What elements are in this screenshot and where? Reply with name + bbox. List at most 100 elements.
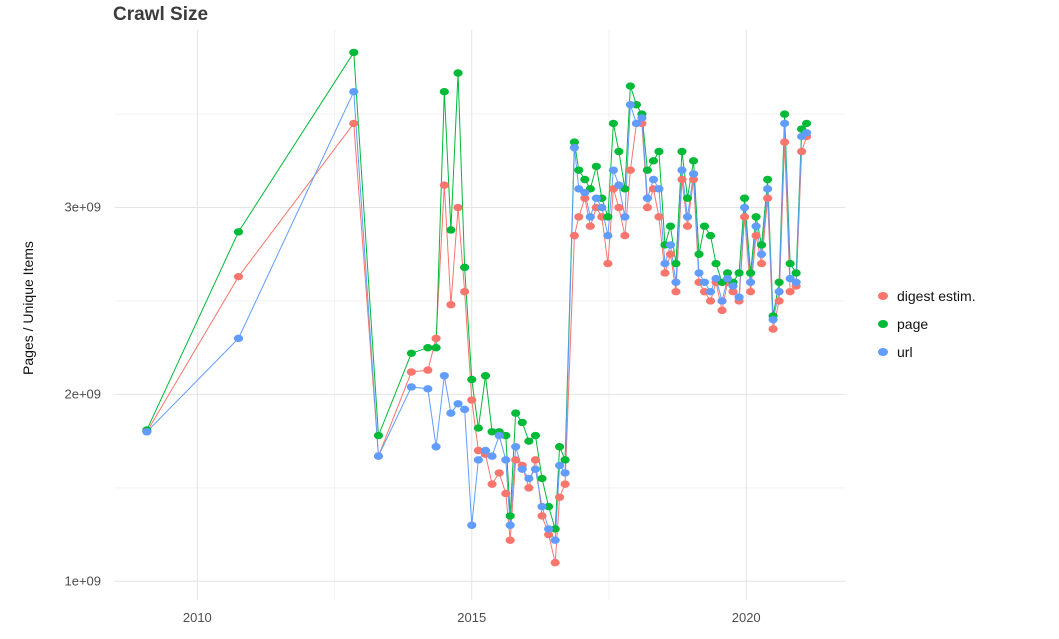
data-point-page — [745, 269, 756, 277]
data-point-page — [677, 147, 687, 156]
data-point-digest-estim- — [446, 301, 456, 309]
data-point-page — [480, 372, 491, 380]
data-point-page — [439, 87, 449, 96]
data-point-url — [620, 213, 630, 221]
data-point-url — [550, 536, 560, 544]
data-point-page — [705, 231, 716, 240]
data-point-digest-estim- — [665, 250, 676, 258]
data-point-digest-estim- — [406, 368, 416, 376]
data-point-url — [487, 452, 497, 460]
data-point-url — [423, 385, 433, 393]
data-point-url — [711, 274, 721, 283]
data-point-url — [631, 119, 642, 128]
data-point-page — [431, 344, 441, 352]
data-point-url — [494, 431, 504, 440]
data-point-digest-estim- — [569, 231, 580, 240]
data-point-page — [467, 375, 477, 384]
data-point-url — [625, 101, 635, 109]
legend-item-digest-estim[interactable]: digest estim. — [878, 288, 976, 304]
data-point-page — [580, 175, 590, 184]
legend-label-url: url — [897, 344, 913, 360]
data-point-page — [711, 259, 721, 268]
data-point-digest-estim- — [682, 222, 693, 230]
data-point-url — [642, 194, 653, 202]
data-point-page — [550, 525, 560, 533]
series-line-digest-estim- — [146, 122, 808, 563]
data-point-digest-estim- — [625, 166, 635, 174]
data-point-url — [780, 119, 790, 128]
data-point-url — [608, 166, 618, 174]
data-point-digest-estim- — [739, 213, 750, 221]
data-point-digest-estim- — [467, 396, 477, 404]
data-point-page — [763, 175, 773, 184]
data-point-page — [671, 259, 681, 268]
data-point-url — [694, 269, 704, 277]
data-point-url — [665, 241, 676, 249]
data-point-url — [505, 521, 515, 529]
data-point-url — [648, 175, 659, 184]
data-point-page — [569, 138, 580, 146]
data-point-page — [517, 418, 527, 427]
data-point-digest-estim- — [642, 203, 653, 212]
data-point-digest-estim- — [544, 530, 554, 539]
data-point-page — [349, 48, 359, 57]
data-point-digest-estim- — [501, 489, 511, 498]
data-point-digest-estim- — [473, 446, 483, 455]
data-point-digest-estim- — [705, 297, 716, 305]
data-point-url — [554, 461, 565, 470]
data-point-page — [446, 226, 456, 234]
data-point-page — [625, 82, 635, 90]
data-point-url — [717, 297, 727, 305]
data-point-digest-estim- — [780, 138, 790, 146]
series-line-url — [146, 91, 807, 542]
data-point-url — [460, 405, 470, 414]
data-point-page — [688, 157, 699, 165]
data-point-page — [780, 110, 790, 118]
data-point-page — [699, 222, 710, 230]
data-point-url — [677, 166, 687, 174]
data-point-digest-estim- — [654, 213, 664, 221]
y-tick-label: 1e+09 — [64, 573, 101, 588]
legend-item-page[interactable]: page — [878, 316, 976, 332]
legend-key-page-icon — [878, 320, 888, 328]
data-point-page — [694, 250, 704, 258]
data-point-page — [665, 222, 676, 230]
data-point-url — [745, 278, 756, 286]
data-point-page — [734, 269, 744, 277]
data-point-digest-estim- — [745, 287, 756, 296]
data-point-page — [544, 502, 554, 511]
data-point-page — [501, 431, 511, 440]
data-point-digest-estim- — [671, 287, 681, 296]
data-point-digest-estim- — [574, 213, 584, 221]
data-point-url — [637, 114, 647, 122]
data-point-url — [453, 400, 463, 408]
data-point-digest-estim- — [763, 194, 773, 202]
data-point-page — [756, 241, 767, 249]
legend-label-page: page — [897, 316, 929, 332]
data-point-digest-estim- — [530, 456, 541, 464]
data-point-digest-estim- — [580, 194, 590, 202]
legend-item-url[interactable]: url — [878, 344, 976, 360]
data-point-digest-estim- — [505, 536, 515, 544]
legend-key-digest-estim-icon — [878, 292, 888, 300]
data-point-url — [560, 469, 570, 477]
data-point-url — [511, 443, 521, 451]
data-point-page — [560, 456, 570, 464]
data-point-url — [734, 293, 744, 301]
data-point-page — [791, 269, 801, 277]
data-point-url — [349, 87, 359, 96]
data-point-page — [614, 147, 624, 156]
data-point-page — [505, 512, 515, 520]
data-point-digest-estim- — [717, 306, 727, 315]
x-tick-label: 2015 — [457, 610, 486, 625]
data-point-page — [406, 349, 416, 358]
data-point-url — [768, 315, 778, 324]
data-point-digest-estim- — [423, 366, 433, 374]
data-point-digest-estim- — [768, 325, 778, 333]
data-point-page — [233, 228, 244, 236]
data-point-url — [142, 428, 152, 436]
data-point-page — [453, 69, 463, 77]
data-point-digest-estim- — [688, 175, 699, 184]
data-point-digest-estim- — [620, 231, 630, 240]
